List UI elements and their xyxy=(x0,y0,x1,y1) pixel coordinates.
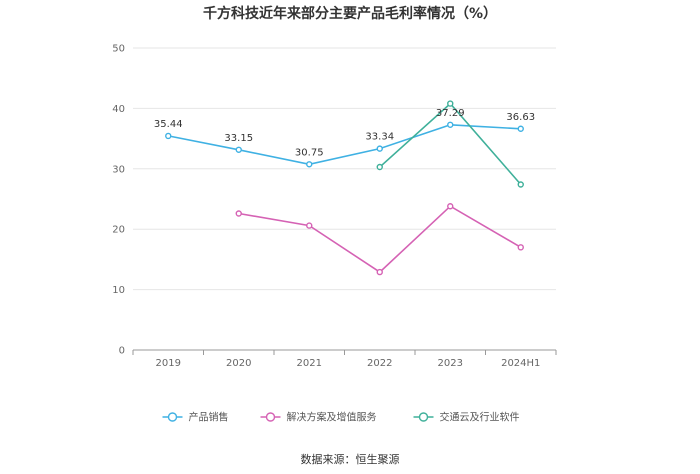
legend-marker xyxy=(418,412,429,422)
data-point xyxy=(447,203,454,210)
data-labels: 35.44 33.15 30.75 33.34 37.29 36.63 xyxy=(154,108,535,159)
data-point xyxy=(306,222,313,229)
data-point xyxy=(517,125,524,132)
data-point xyxy=(235,146,242,153)
x-tick-label: 2020 xyxy=(226,358,251,369)
data-point xyxy=(376,145,383,152)
data-point xyxy=(306,161,313,168)
y-tick-label: 0 xyxy=(119,346,125,357)
data-point xyxy=(517,244,524,251)
y-tick-label: 20 xyxy=(112,225,125,236)
data-point xyxy=(165,132,172,140)
chart-title: 千方科技近年来部分主要产品毛利率情况（%） xyxy=(202,6,498,22)
y-tick-label: 10 xyxy=(112,285,125,296)
series-line-1 xyxy=(238,205,522,274)
data-point xyxy=(447,121,454,128)
legend: 产品销售 解决方案及增值服务 交通云及行业软件 xyxy=(162,411,520,424)
series-line-0 xyxy=(168,123,521,166)
legend-item-0: 产品销售 xyxy=(162,411,229,424)
data-label: 33.34 xyxy=(365,132,394,143)
y-tick-label: 50 xyxy=(112,44,125,55)
legend-item-1: 解决方案及增值服务 xyxy=(260,411,377,424)
x-axis: 2019 2020 2021 2022 2023 2024H1 xyxy=(132,349,557,369)
data-label: 36.63 xyxy=(506,112,535,123)
series-group xyxy=(165,100,524,276)
x-tick-label: 2024H1 xyxy=(501,358,540,369)
legend-marker xyxy=(265,412,276,422)
legend-label: 产品销售 xyxy=(189,411,229,424)
x-tick-label: 2023 xyxy=(438,358,463,369)
data-source: 数据来源：恒生聚源 xyxy=(300,453,400,466)
data-label: 37.29 xyxy=(436,108,465,119)
legend-item-2: 交通云及行业软件 xyxy=(413,411,520,424)
data-label: 35.44 xyxy=(154,119,183,130)
legend-marker xyxy=(167,412,178,422)
data-point xyxy=(376,268,383,276)
y-axis: 0 10 20 30 40 50 xyxy=(112,44,125,357)
data-point xyxy=(376,163,383,171)
x-tick-label: 2019 xyxy=(156,358,181,369)
data-point xyxy=(235,210,242,217)
grid-lines xyxy=(133,47,556,291)
data-label: 33.15 xyxy=(224,133,253,144)
x-tick-label: 2022 xyxy=(367,358,392,369)
y-tick-label: 30 xyxy=(112,164,125,175)
legend-label: 解决方案及增值服务 xyxy=(287,411,377,424)
data-point xyxy=(447,100,454,107)
y-tick-label: 40 xyxy=(112,104,125,115)
x-tick-label: 2021 xyxy=(297,358,322,369)
legend-label: 交通云及行业软件 xyxy=(440,411,520,424)
data-point xyxy=(517,181,524,188)
data-label: 30.75 xyxy=(295,147,324,158)
